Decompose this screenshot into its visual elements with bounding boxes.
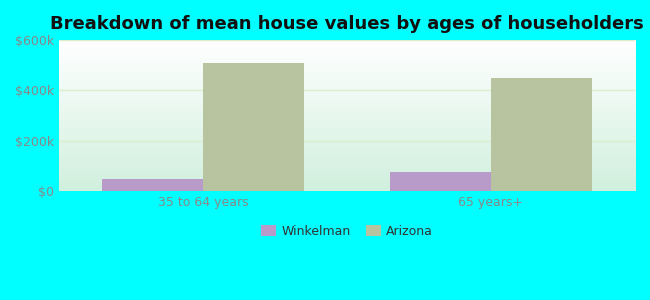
Bar <box>491 78 592 191</box>
Bar <box>203 63 304 191</box>
Legend: Winkelman, Arizona: Winkelman, Arizona <box>257 220 437 243</box>
Bar <box>102 178 203 191</box>
Bar <box>390 172 491 191</box>
Title: Breakdown of mean house values by ages of householders: Breakdown of mean house values by ages o… <box>50 15 644 33</box>
